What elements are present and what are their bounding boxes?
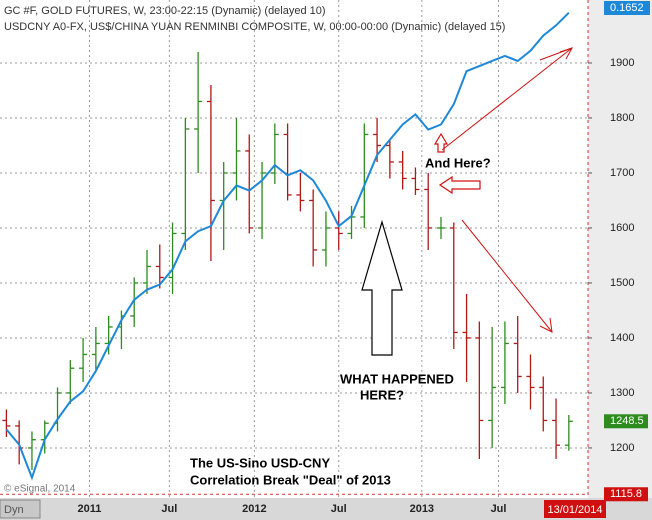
annotation: The US-Sino USD-CNY <box>190 455 330 470</box>
annotation: HERE? <box>360 387 404 402</box>
y-tick-label: 1400 <box>610 332 634 344</box>
y-tick-label: 1200 <box>610 442 634 454</box>
arrow <box>361 219 403 356</box>
x-tick-label: 2012 <box>242 503 266 515</box>
y-tick-label: 1500 <box>610 277 634 289</box>
price-label: 0.1652 <box>610 2 644 14</box>
x-tick-label: 2011 <box>78 503 102 515</box>
series-name: GC #F, GOLD FUTURES, W, 23:00-22:15 (Dyn… <box>4 5 326 17</box>
line-series <box>5 11 570 481</box>
date-label: 13/01/2014 <box>547 504 602 516</box>
series-name: USDCNY A0-FX, US$/CHINA YUAN RENMINBI CO… <box>4 21 505 33</box>
y-tick-label: 1300 <box>610 387 634 399</box>
y-tick-label: 1700 <box>610 167 634 179</box>
x-tick-label: 2013 <box>410 503 434 515</box>
annotation: And Here? <box>425 155 491 170</box>
price-box <box>604 1 650 15</box>
arrow-line <box>461 219 553 333</box>
arrow-head <box>539 317 553 333</box>
price-label: 1115.8 <box>610 488 642 500</box>
watermark: © eSignal, 2014 <box>4 484 76 495</box>
x-tick-label: Jul <box>161 503 177 515</box>
corner-label: Dyn <box>4 504 24 516</box>
price-box <box>604 487 648 502</box>
y-tick-label: 1900 <box>610 57 634 69</box>
arrow <box>438 175 481 195</box>
price-box <box>604 414 648 429</box>
annotation: Correlation Break "Deal" of 2013 <box>190 472 391 487</box>
x-tick-label: Jul <box>491 503 507 515</box>
corner-box <box>0 499 41 519</box>
plot <box>0 0 588 498</box>
arrow <box>433 132 449 153</box>
x-tick-label: Jul <box>331 503 347 515</box>
y-tick-label: 1600 <box>610 222 634 234</box>
arrow-line <box>441 47 573 151</box>
price-label: 1248.5 <box>610 415 644 427</box>
arrow-head <box>559 47 574 60</box>
date-box <box>544 500 606 518</box>
y-tick-label: 1800 <box>610 112 634 124</box>
x-axis-strip <box>0 498 652 520</box>
annotation: WHAT HAPPENED <box>340 371 454 386</box>
